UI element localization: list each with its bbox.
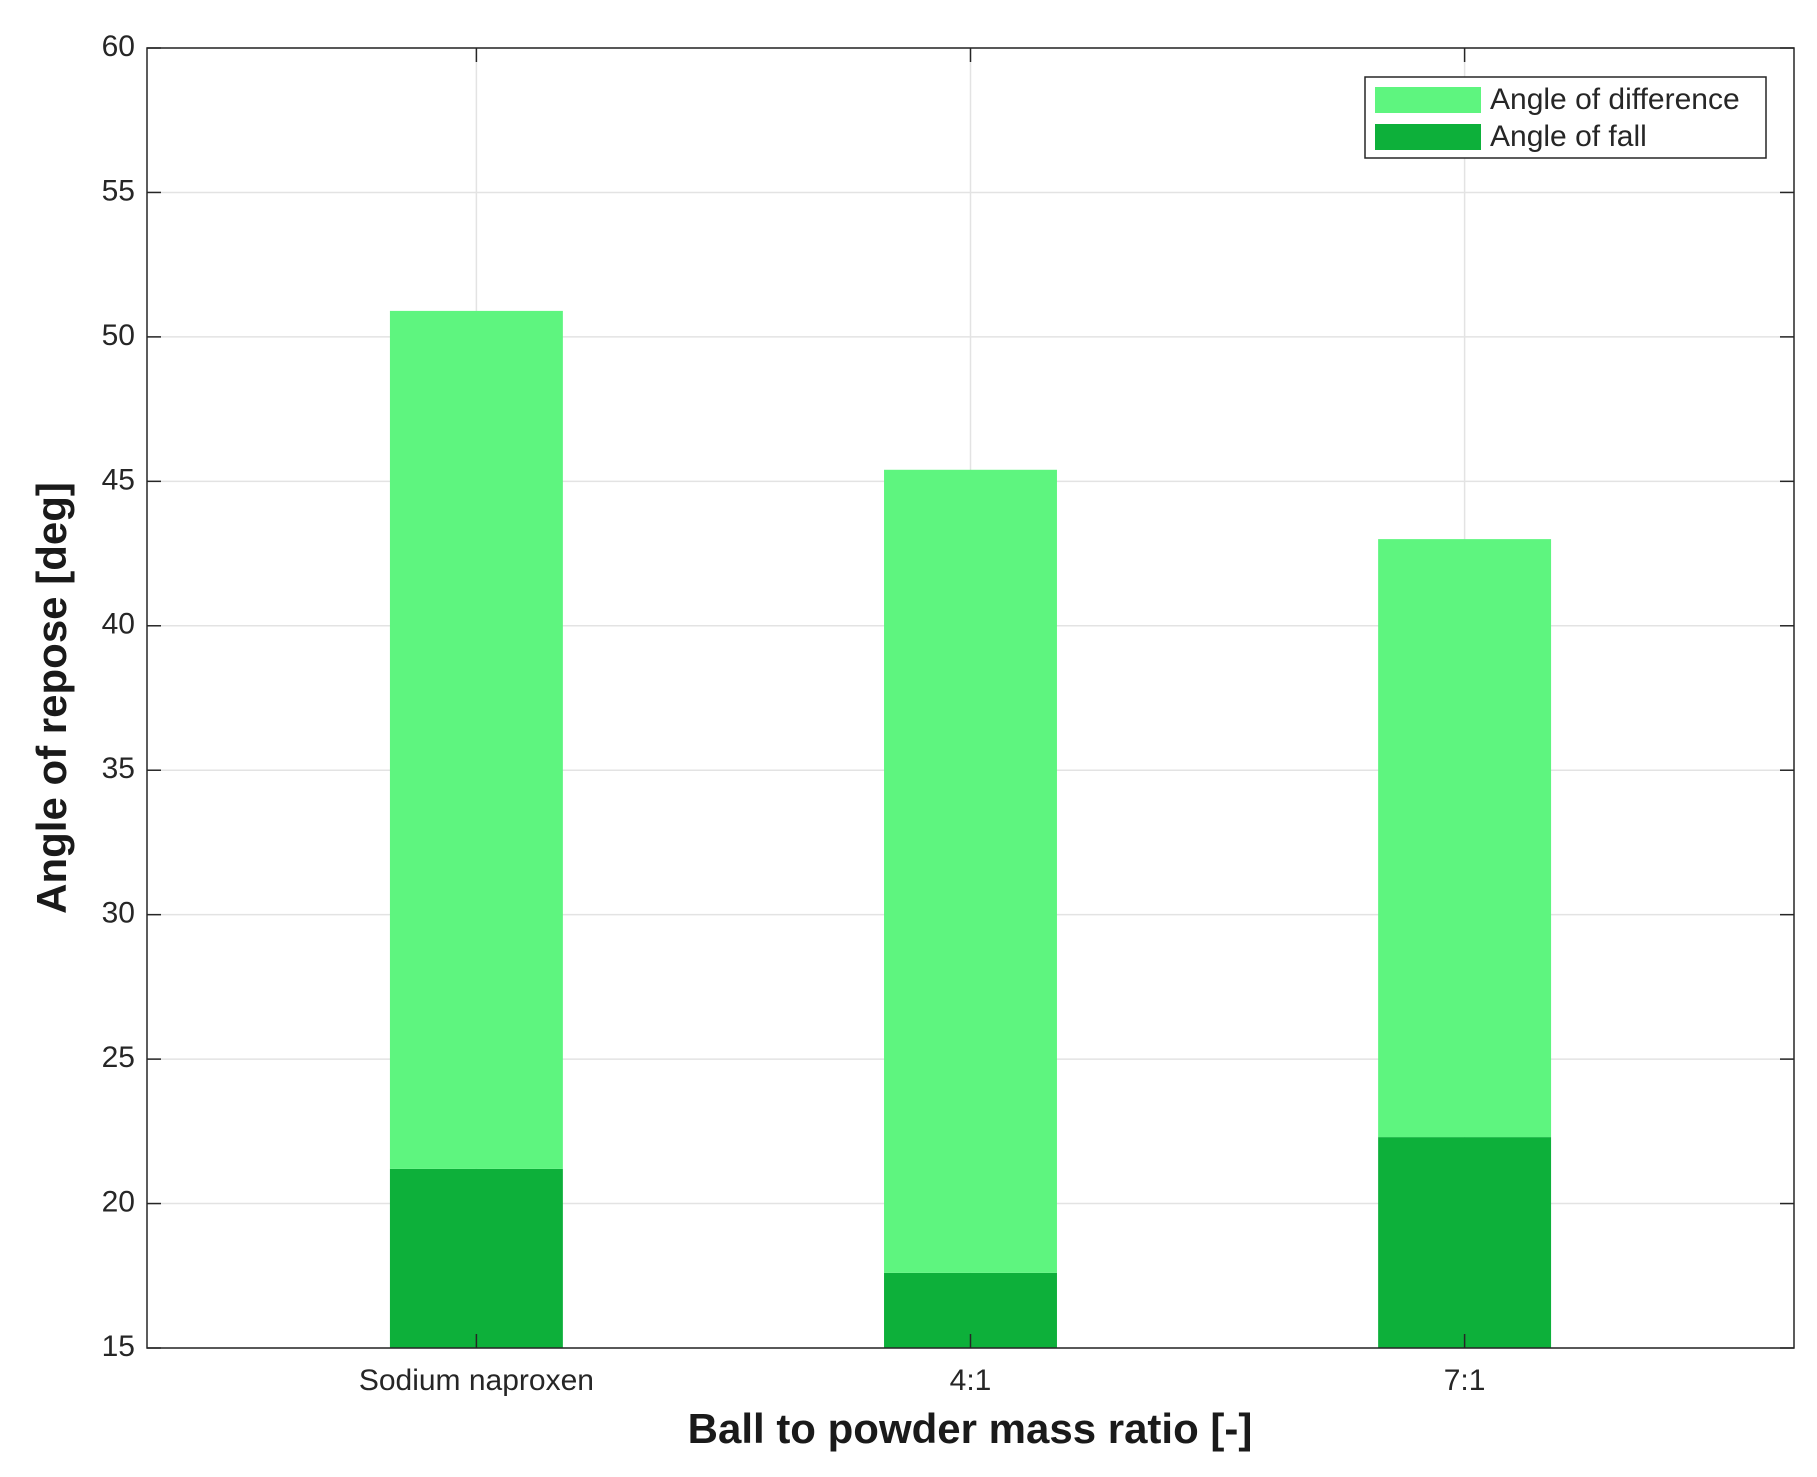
y-tick-label: 30 (102, 897, 135, 930)
y-tick-label: 15 (102, 1330, 135, 1363)
y-tick-label: 40 (102, 608, 135, 641)
legend-swatch (1375, 124, 1481, 150)
bar-segment (1378, 539, 1552, 1138)
y-tick-label: 55 (102, 174, 135, 207)
legend-label: Angle of difference (1490, 83, 1740, 116)
y-tick-label: 35 (102, 752, 135, 785)
y-axis-label: Angle of repose [deg] (28, 482, 75, 914)
x-tick-label: 7:1 (1444, 1364, 1486, 1397)
legend-label: Angle of fall (1490, 120, 1647, 153)
y-tick-label: 60 (102, 30, 135, 63)
y-tick-label: 20 (102, 1185, 135, 1218)
plot-frame (146, 47, 1795, 1349)
legend-swatch (1375, 87, 1481, 113)
x-tick-label: Sodium naproxen (359, 1364, 594, 1397)
bar-segment (884, 469, 1057, 1273)
x-tick-label: 4:1 (950, 1364, 992, 1397)
y-tick-label: 25 (102, 1041, 135, 1074)
bar-segment (389, 1168, 563, 1348)
y-tick-label: 45 (102, 463, 135, 496)
bar-segment (389, 310, 563, 1169)
y-tick-label: 50 (102, 319, 135, 352)
x-axis-label: Ball to powder mass ratio [-] (688, 1405, 1253, 1452)
bar-segment (1378, 1137, 1552, 1348)
